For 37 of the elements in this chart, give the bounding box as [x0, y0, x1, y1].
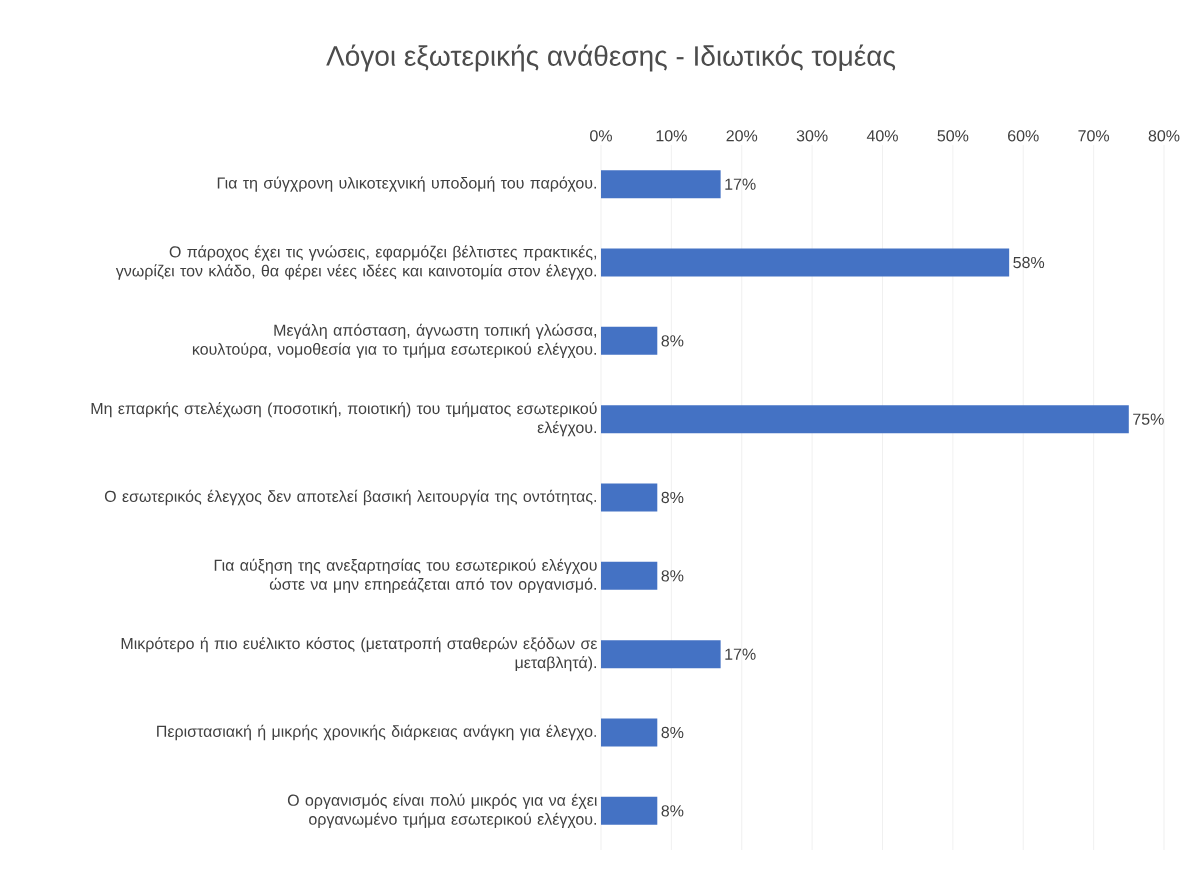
y-tick-label: Περιστασιακή ή μικρής χρονικής διάρκειας ανάγκη για έλεγχο.: [157, 724, 596, 741]
data-label: 8%: [661, 335, 684, 347]
x-tick-label: 10%: [656, 130, 687, 142]
y-tick-label: Μη επαρκής στελέχωση (ποσοτική, ποιοτική) του τμήματος εσωτερικού ελέγχου.: [91, 401, 597, 437]
data-label: 58%: [1013, 256, 1045, 269]
x-tick-label: 0%: [590, 130, 612, 142]
bar: [600, 718, 658, 747]
y-tick-label: Ο οργανισμός είναι πολύ μικρός για να έχει οργανωμένο τμήμα εσωτερικού ελέγχου.: [287, 793, 597, 829]
bar: [600, 170, 721, 199]
bar: [600, 561, 658, 590]
chart-title: Λόγοι εξωτερικής ανάθεσης - Ιδιωτικός τομέας: [326, 44, 896, 72]
bar: [600, 248, 1010, 277]
y-tick-label: Ο εσωτερικός έλεγχος δεν αποτελεί βασική λειτουργία της οντότητας.: [104, 489, 597, 506]
bar: [600, 796, 658, 825]
data-label: 8%: [661, 570, 684, 582]
data-label: 17%: [725, 178, 756, 190]
x-tick-label: 40%: [866, 130, 898, 142]
data-label: 17%: [725, 648, 756, 660]
data-label: 8%: [661, 491, 684, 504]
x-tick-label: 70%: [1078, 130, 1110, 142]
data-label: 8%: [661, 726, 684, 739]
bar: [600, 326, 658, 355]
x-tick-label: 60%: [1008, 130, 1039, 142]
x-tick-label: 20%: [726, 130, 758, 142]
y-tick-label: Για αύξηση της ανεξαρτησίας του εσωτερικού ελέγχου ώστε να μην επηρεάζεται από τον οργανισμό.: [214, 558, 597, 594]
bar: [600, 405, 1129, 434]
bar: [600, 640, 721, 669]
bar: [600, 483, 658, 512]
y-tick-label: Μεγάλη απόσταση, άγνωστη τοπική γλώσσα, κουλτούρα, νομοθεσία για το τμήμα εσωτερικού ελέγχου.: [192, 323, 597, 359]
data-label: 75%: [1133, 413, 1164, 425]
y-tick-label: Μικρότερο ή πιο ευέλικτο κόστος (μετατροπή σταθερών εξόδων σε μεταβλητά).: [121, 636, 598, 672]
y-tick-label: Ο πάροχος έχει τις γνώσεις, εφαρμόζει βέλτιστες πρακτικές, γνωρίζει τον κλάδο, θα φέρει νέες ιδέες και καινοτομία στον έλεγχο.: [115, 245, 597, 280]
y-tick-label: Για τη σύγχρονη υλικοτεχνική υποδομή του παρόχου.: [217, 176, 597, 192]
x-tick-label: 30%: [796, 130, 828, 142]
data-label: 8%: [661, 805, 684, 817]
x-tick-label: 80%: [1148, 130, 1180, 142]
x-tick-label: 50%: [937, 130, 969, 142]
